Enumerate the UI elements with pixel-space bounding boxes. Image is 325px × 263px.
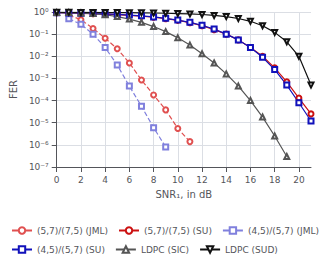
- svg-text:18: 18: [269, 175, 281, 185]
- svg-text:14: 14: [221, 175, 233, 185]
- svg-text:(5,7)/(7,5) (JML): (5,7)/(7,5) (JML): [37, 226, 108, 236]
- svg-text:LDPC (SUD): LDPC (SUD): [225, 245, 278, 255]
- svg-text:0: 0: [54, 175, 60, 185]
- svg-text:2: 2: [78, 175, 84, 185]
- svg-text:(5,7)/(7,5) (SU): (5,7)/(7,5) (SU): [144, 226, 212, 236]
- svg-text:20: 20: [293, 175, 305, 185]
- svg-text:10⁻⁴: 10⁻⁴: [29, 96, 49, 106]
- svg-text:10⁰: 10⁰: [34, 7, 49, 17]
- svg-text:SNR₁, in dB: SNR₁, in dB: [156, 189, 213, 200]
- svg-text:10⁻⁷: 10⁻⁷: [29, 162, 49, 172]
- svg-text:10⁻¹: 10⁻¹: [29, 29, 49, 39]
- svg-text:16: 16: [245, 175, 257, 185]
- svg-text:10⁻⁶: 10⁻⁶: [29, 140, 49, 150]
- svg-text:8: 8: [151, 175, 157, 185]
- svg-text:(4,5)/(5,7) (SU): (4,5)/(5,7) (SU): [37, 245, 105, 255]
- svg-text:4: 4: [102, 175, 108, 185]
- svg-text:6: 6: [126, 175, 132, 185]
- svg-text:(4,5)/(5,7) (JML): (4,5)/(5,7) (JML): [248, 226, 319, 236]
- svg-text:10: 10: [172, 175, 184, 185]
- svg-text:10⁻³: 10⁻³: [29, 73, 49, 83]
- svg-text:10⁻⁵: 10⁻⁵: [29, 118, 49, 128]
- svg-text:10⁻²: 10⁻²: [29, 51, 49, 61]
- svg-text:FER: FER: [8, 80, 19, 99]
- svg-text:LDPC (SIC): LDPC (SIC): [141, 245, 189, 255]
- svg-text:12: 12: [196, 175, 207, 185]
